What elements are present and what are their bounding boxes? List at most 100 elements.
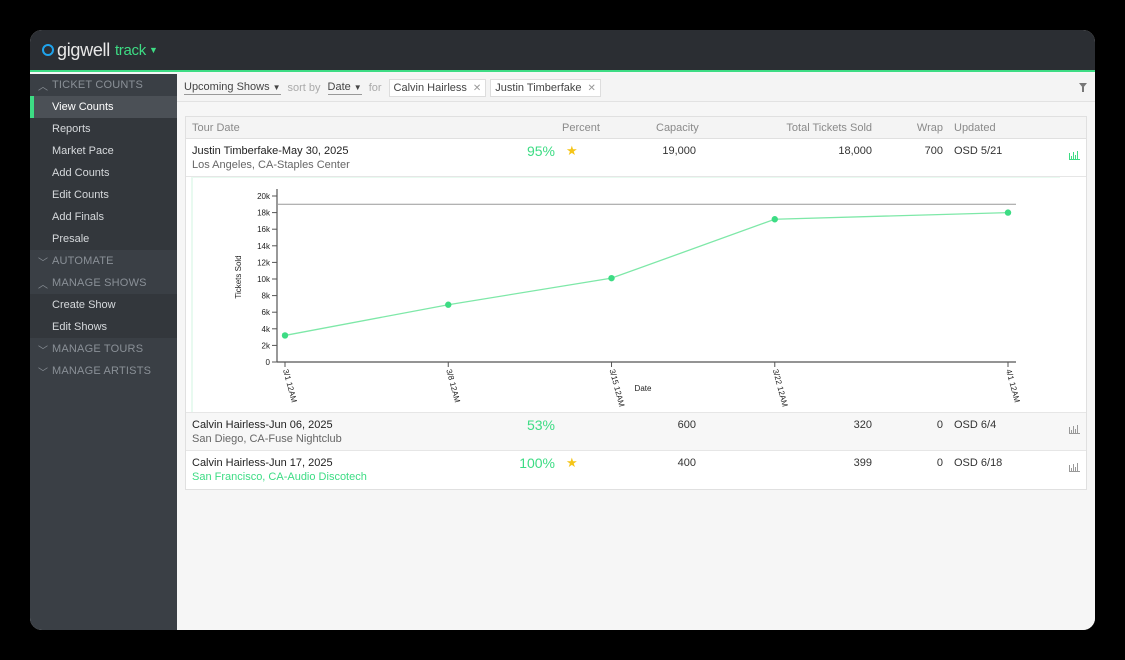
percent-sold: 100% — [519, 455, 555, 471]
logo-text: gigwell — [57, 39, 110, 60]
section-label: TICKET COUNTS — [52, 79, 144, 91]
svg-text:12k: 12k — [257, 258, 271, 267]
show-venue: Los Angeles, CA-Staples Center — [192, 159, 350, 171]
bar-chart-icon[interactable] — [1069, 463, 1080, 472]
view-dropdown[interactable]: Upcoming Shows ▼ — [184, 81, 281, 95]
artist-filter-chip: Justin Timberfake ✕ — [490, 78, 601, 97]
star-icon: ★ — [566, 455, 578, 470]
chevron-up-icon: ︿ — [38, 279, 49, 291]
show-venue: San Diego, CA-Fuse Nightclub — [192, 433, 342, 445]
sidebar-item-create-show[interactable]: Create Show — [52, 299, 116, 311]
wrap: 0 — [936, 419, 943, 431]
svg-text:0: 0 — [266, 358, 271, 367]
section-label: AUTOMATE — [52, 255, 114, 267]
sidebar-item-market-pace[interactable]: Market Pace — [52, 145, 114, 157]
remove-chip-icon[interactable]: ✕ — [472, 82, 482, 94]
svg-text:6k: 6k — [262, 308, 271, 317]
sidebar: ︿ TICKET COUNTS View Counts Reports Mark… — [30, 74, 177, 630]
section-label: MANAGE TOURS — [52, 343, 144, 355]
svg-text:10k: 10k — [257, 275, 271, 284]
sidebar-item-edit-shows[interactable]: Edit Shows — [52, 321, 108, 333]
remove-chip-icon[interactable]: ✕ — [587, 82, 596, 94]
svg-text:3/1 12AM: 3/1 12AM — [281, 368, 299, 404]
svg-text:20k: 20k — [257, 192, 271, 201]
sidebar-section-manage-tours[interactable]: ﹀ MANAGE TOURS — [30, 338, 177, 360]
sort-by-label: sort by — [287, 81, 321, 94]
total-sold: 18,000 — [838, 145, 872, 157]
svg-text:8k: 8k — [262, 292, 271, 301]
table-row[interactable]: Calvin Hairless-Jun 06, 2025 San Diego, … — [186, 413, 1086, 451]
capacity: 19,000 — [662, 145, 696, 157]
show-title[interactable]: Justin Timberfake-May 30, 2025 — [192, 145, 349, 157]
top-bar: gigwell track ▼ — [30, 30, 1095, 72]
sidebar-item-presale[interactable]: Presale — [52, 233, 90, 245]
caret-down-icon: ▼ — [353, 82, 362, 92]
wrap: 0 — [936, 457, 943, 469]
caret-down-icon[interactable]: ▼ — [148, 45, 158, 55]
y-axis-label: Tickets Sold — [234, 255, 243, 298]
svg-text:3/22 12AM: 3/22 12AM — [771, 368, 790, 408]
chevron-down-icon: ﹀ — [38, 345, 49, 357]
logo-ring-icon — [42, 44, 54, 56]
for-label: for — [368, 81, 382, 94]
show-venue: San Francisco, CA-Audio Discotech — [192, 471, 367, 483]
app-logo[interactable]: gigwell track ▼ — [42, 40, 158, 61]
updated: OSD 5/21 — [954, 145, 1003, 157]
svg-text:16k: 16k — [257, 225, 271, 234]
show-title[interactable]: Calvin Hairless-Jun 17, 2025 — [192, 457, 333, 469]
updated: OSD 6/4 — [954, 419, 997, 431]
chip-label: Calvin Hairless — [393, 81, 467, 94]
view-dropdown-label: Upcoming Shows — [184, 80, 270, 93]
filter-bar: Upcoming Shows ▼ sort by Date ▼ for Calvin… — [177, 74, 1095, 102]
svg-text:14k: 14k — [257, 242, 271, 251]
column-header-tour-date[interactable]: Tour Date — [192, 122, 240, 134]
total-sold: 399 — [853, 457, 872, 469]
sidebar-section-manage-shows[interactable]: ︿ MANAGE SHOWS — [30, 272, 177, 294]
wrap: 700 — [924, 145, 943, 157]
column-header-updated[interactable]: Updated — [954, 122, 996, 134]
column-header-total-sold[interactable]: Total Tickets Sold — [786, 122, 872, 134]
main-content: Upcoming Shows ▼ sort by Date ▼ for Calvin… — [177, 74, 1095, 630]
sales-line-chart: 0 2k 4k 6k 8k 10k 12k 14k 16k 18k 20k 3/1 12AM 3/8 … — [234, 189, 1022, 408]
sidebar-item-reports[interactable]: Reports — [52, 123, 91, 135]
sort-dropdown[interactable]: Date ▼ — [327, 80, 362, 95]
svg-text:3/8 12AM: 3/8 12AM — [444, 368, 462, 404]
sidebar-section-ticket-counts[interactable]: ︿ TICKET COUNTS — [30, 74, 177, 96]
total-sold: 320 — [853, 419, 872, 431]
app-window: gigwell track ▼ ︿ TICKET COUNTS View Cou… — [30, 30, 1095, 630]
chip-label: Justin Timberfake — [495, 81, 582, 94]
sidebar-section-automate[interactable]: ﹀ AUTOMATE — [30, 250, 177, 272]
capacity: 400 — [677, 457, 696, 469]
show-title[interactable]: Calvin Hairless-Jun 06, 2025 — [192, 419, 333, 431]
shows-table: Tour Date Percent Capacity Total Tickets… — [185, 116, 1087, 490]
table-row[interactable]: Justin Timberfake-May 30, 2025 Los Angel… — [186, 139, 1086, 177]
bar-chart-icon[interactable] — [1069, 151, 1080, 160]
svg-text:2k: 2k — [262, 341, 271, 350]
sidebar-item-add-counts[interactable]: Add Counts — [52, 167, 110, 179]
svg-text:18k: 18k — [257, 209, 271, 218]
sidebar-item-add-finals[interactable]: Add Finals — [52, 211, 104, 223]
bar-chart-icon[interactable] — [1069, 425, 1080, 434]
x-axis-label: Date — [635, 384, 652, 393]
star-icon: ★ — [566, 143, 578, 158]
table-header: Tour Date Percent Capacity Total Tickets… — [186, 117, 1086, 139]
caret-down-icon: ▼ — [272, 82, 281, 92]
column-header-capacity[interactable]: Capacity — [656, 122, 699, 134]
sidebar-item-view-counts[interactable]: View Counts — [30, 96, 177, 118]
sidebar-item-edit-counts[interactable]: Edit Counts — [52, 189, 109, 201]
chevron-down-icon: ﹀ — [38, 257, 49, 269]
sort-dropdown-label: Date — [327, 80, 351, 93]
artist-filter-chip: Calvin Hairless ✕ — [388, 78, 487, 97]
filter-icon[interactable] — [1079, 83, 1087, 92]
sidebar-section-manage-artists[interactable]: ﹀ MANAGE ARTISTS — [30, 360, 177, 382]
product-switcher[interactable]: track — [114, 41, 146, 59]
capacity: 600 — [677, 419, 696, 431]
section-label: MANAGE ARTISTS — [52, 365, 152, 377]
section-label: MANAGE SHOWS — [52, 277, 147, 289]
sales-chart-panel: 0 2k 4k 6k 8k 10k 12k 14k 16k 18k 20k 3/1 12AM 3/8 … — [186, 177, 1086, 413]
column-header-wrap[interactable]: Wrap — [916, 122, 943, 134]
chevron-up-icon: ︿ — [38, 81, 49, 93]
column-header-percent[interactable]: Percent — [562, 122, 600, 134]
table-row[interactable]: Calvin Hairless-Jun 17, 2025 San Francis… — [186, 451, 1086, 489]
percent-sold: 95% — [526, 143, 555, 159]
